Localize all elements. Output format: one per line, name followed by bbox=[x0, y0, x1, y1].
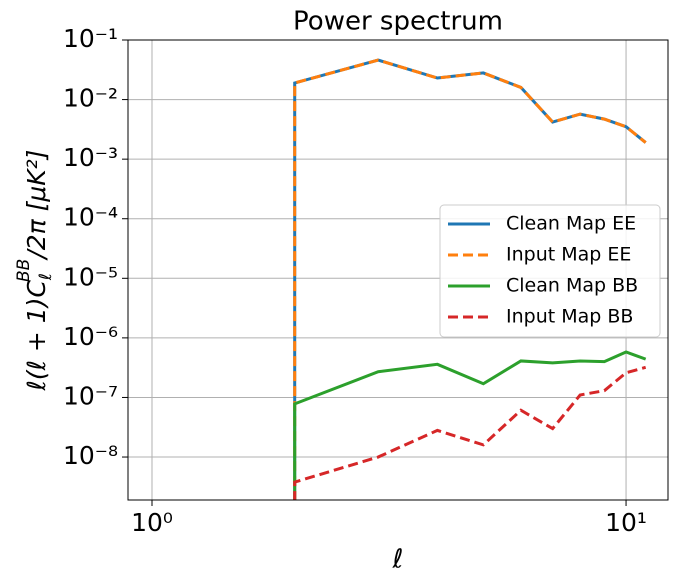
plot-lines bbox=[293, 58, 647, 500]
y-tick-label: 10⁻³ bbox=[63, 143, 118, 172]
x-tick-label: 10¹ bbox=[605, 508, 647, 537]
x-axis-label: ℓ bbox=[392, 545, 404, 575]
legend: Clean Map EE Input Map EE Clean Map BB Inpu… bbox=[439, 204, 661, 338]
y-label-sub: ℓ bbox=[36, 273, 56, 281]
y-label-sup: BB bbox=[14, 259, 34, 282]
line-series bbox=[293, 350, 647, 500]
y-label-part: /2π [μK²] bbox=[22, 150, 51, 261]
y-tick-label: 10⁻⁶ bbox=[63, 322, 118, 351]
y-tick-label: 10⁻⁴ bbox=[63, 203, 118, 232]
plot-frame bbox=[127, 39, 669, 501]
legend-label: Input Map BB bbox=[506, 306, 633, 328]
legend-label: Clean Map EE bbox=[506, 213, 636, 235]
legend-box bbox=[439, 204, 661, 338]
line-series bbox=[293, 58, 647, 500]
y-tick-label: 10⁻⁷ bbox=[63, 381, 118, 410]
chart-title: Power spectrum bbox=[293, 7, 503, 37]
x-tick-label: 10⁰ bbox=[131, 508, 173, 537]
legend-label: Input Map EE bbox=[506, 244, 631, 266]
line-series bbox=[293, 365, 647, 500]
y-tick-label: 10⁻⁸ bbox=[63, 441, 118, 470]
grid bbox=[128, 39, 668, 500]
y-tick-label: 10⁻¹ bbox=[63, 24, 118, 53]
y-tick-label: 10⁻² bbox=[63, 84, 118, 113]
y-label-part: ℓ(ℓ + 1)C bbox=[22, 280, 51, 392]
legend-label: Clean Map BB bbox=[506, 275, 638, 297]
y-tick-label: 10⁻⁵ bbox=[63, 262, 118, 291]
y-axis-label: ℓ(ℓ + 1)CℓBB/2π [μK²] bbox=[14, 150, 56, 392]
